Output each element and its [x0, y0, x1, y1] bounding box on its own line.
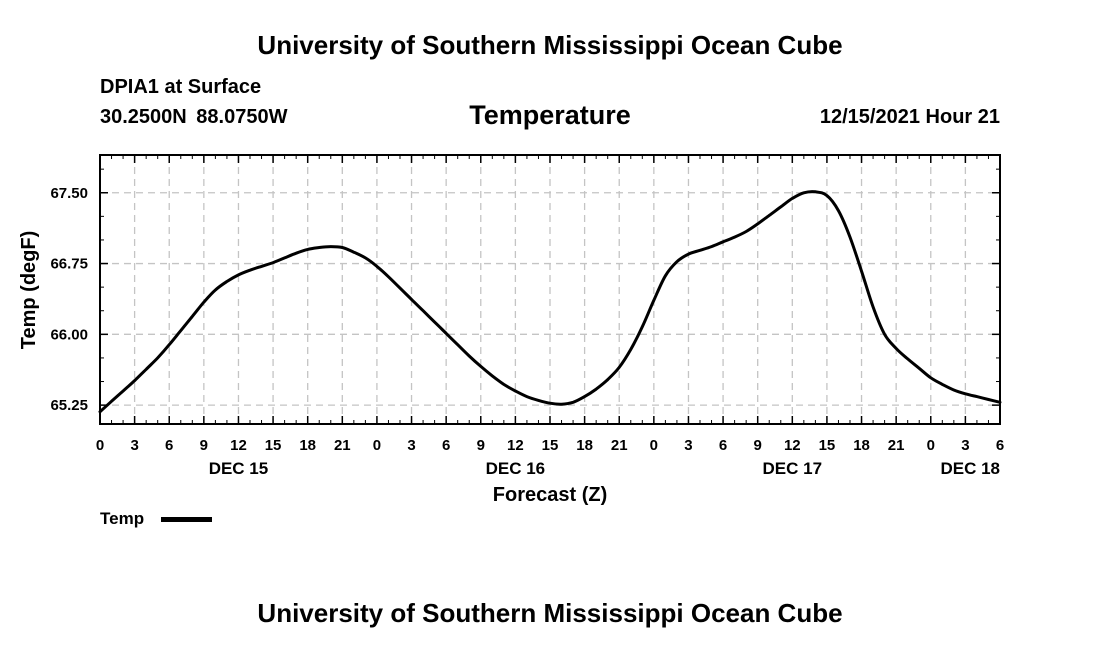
x-tick-label: 0: [96, 437, 104, 454]
x-tick-label: 6: [442, 437, 450, 454]
x-tick-label: 9: [477, 437, 485, 454]
footer-title: University of Southern Mississippi Ocean…: [257, 598, 843, 628]
x-tick-label: 21: [611, 437, 628, 454]
x-tick-label: 12: [507, 437, 524, 454]
grid: [100, 155, 1000, 424]
x-tick-label: 15: [819, 437, 836, 454]
date-label: DEC 17: [763, 459, 823, 478]
x-tick-label: 9: [754, 437, 762, 454]
x-tick-label: 18: [299, 437, 316, 454]
x-tick-label: 21: [888, 437, 905, 454]
date-label: DEC 18: [940, 459, 1000, 478]
y-tick-label: 66.75: [50, 256, 88, 273]
station-label: DPIA1 at Surface: [100, 76, 262, 98]
y-tick-label: 66.00: [50, 326, 88, 343]
coordinates-label: 30.2500N 88.0750W: [100, 106, 288, 128]
series-line-temp: [98, 190, 1002, 414]
page-title: University of Southern Mississippi Ocean…: [257, 30, 843, 60]
valid-time-label: 12/15/2021 Hour 21: [819, 106, 1000, 128]
chart-title: Temperature: [469, 100, 631, 130]
x-tick-label: 6: [165, 437, 173, 454]
x-tick-label: 18: [853, 437, 870, 454]
date-label: DEC 15: [209, 459, 269, 478]
x-tick-label: 3: [407, 437, 415, 454]
x-tick-label: 12: [784, 437, 801, 454]
x-tick-label: 12: [230, 437, 247, 454]
axis-labels: 0 3 6 9 12 15 18 21 0 3 6 9 12 15 18 21 0 3 6 9 12 15 18 21 0 3 66…: [50, 185, 1004, 478]
x-tick-label: 6: [996, 437, 1004, 454]
x-tick-label: 18: [576, 437, 593, 454]
y-tick-label: 67.50: [50, 185, 88, 202]
x-tick-label: 6: [719, 437, 727, 454]
x-tick-label: 0: [373, 437, 381, 454]
plot-frame: [99, 154, 1001, 425]
x-tick-label: 15: [265, 437, 282, 454]
x-tick-label: 3: [684, 437, 692, 454]
x-tick-label: 3: [961, 437, 969, 454]
x-tick-label: 0: [650, 437, 658, 454]
x-tick-label: 9: [200, 437, 208, 454]
x-tick-label: 0: [927, 437, 935, 454]
legend-label-temp: Temp: [100, 509, 145, 528]
y-tick-label: 65.25: [50, 397, 88, 414]
legend-swatch-temp: [161, 517, 212, 522]
x-axis-title: Forecast (Z): [493, 484, 607, 506]
y-axis-title: Temp (degF): [18, 231, 40, 350]
x-tick-label: 21: [334, 437, 351, 454]
x-tick-label: 15: [542, 437, 559, 454]
date-label: DEC 16: [486, 459, 546, 478]
x-tick-label: 3: [130, 437, 138, 454]
